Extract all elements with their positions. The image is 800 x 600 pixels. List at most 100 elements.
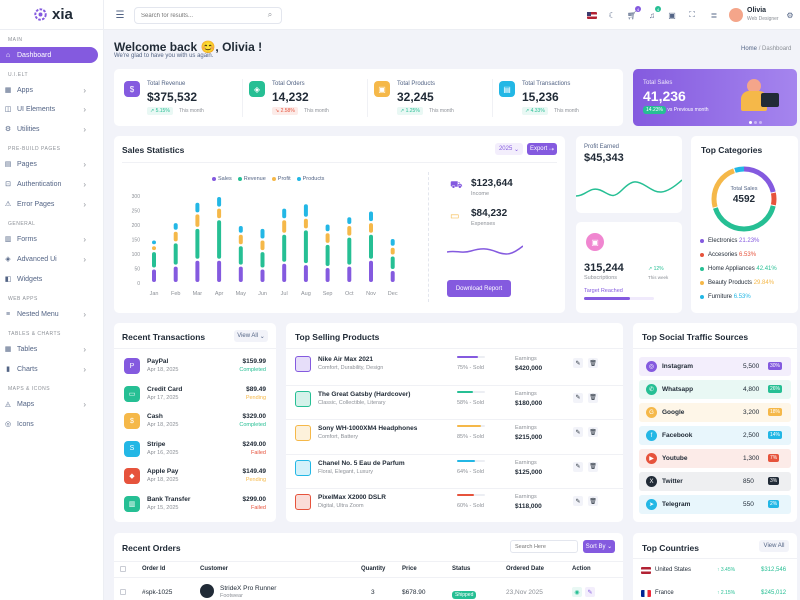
section-webapps: WEB APPS bbox=[8, 296, 38, 302]
stat-period: This month bbox=[304, 108, 329, 114]
bar-revenue bbox=[217, 220, 222, 259]
moon-icon[interactable]: ☾ bbox=[608, 10, 616, 20]
breadcrumb-current: Dashboard bbox=[762, 46, 792, 52]
logo[interactable]: xia bbox=[0, 0, 103, 30]
sidebar-item-apps[interactable]: ▦ Apps › bbox=[4, 85, 86, 95]
delete-icon[interactable]: 🗑︎ bbox=[588, 496, 598, 506]
page-title: Welcome back 😊, Olivia ! bbox=[114, 40, 263, 54]
sidebar-item-authentication[interactable]: ⊡ Authentication › bbox=[5, 179, 86, 189]
order-status: Shipped bbox=[452, 591, 477, 599]
row-checkbox[interactable] bbox=[120, 589, 126, 595]
delete-icon[interactable]: 🗑︎ bbox=[588, 427, 598, 437]
chevron-right-icon: › bbox=[83, 159, 86, 169]
search-icon[interactable]: ⌕ bbox=[267, 10, 273, 19]
bar-products bbox=[195, 202, 200, 213]
edit-icon[interactable]: ✎ bbox=[573, 496, 583, 506]
sidebar-item-widgets[interactable]: ◧ Widgets bbox=[4, 275, 43, 284]
chevron-right-icon: › bbox=[83, 199, 86, 209]
menu-toggle-icon[interactable]: ☰ bbox=[115, 9, 125, 21]
sidebar-item-icons[interactable]: ◎ Icons bbox=[4, 420, 34, 429]
edit-icon[interactable]: ✎ bbox=[585, 587, 595, 597]
earnings-value: $118,000 bbox=[515, 503, 542, 510]
search-input[interactable] bbox=[134, 7, 282, 24]
product-thumbnail bbox=[295, 459, 311, 476]
sold-progress bbox=[457, 390, 485, 393]
social-name: Instagram bbox=[662, 363, 694, 370]
us-flag-icon bbox=[641, 567, 651, 574]
breadcrumb-home[interactable]: Home bbox=[741, 46, 758, 52]
sidebar-item-maps[interactable]: ◬ Maps › bbox=[5, 399, 86, 409]
edit-icon[interactable]: ✎ bbox=[573, 358, 583, 368]
social-row bbox=[639, 449, 791, 468]
sidebar-item-utilities[interactable]: ⚙ Utilities › bbox=[4, 124, 86, 134]
app-name: xia bbox=[52, 6, 73, 23]
delete-icon[interactable]: 🗑︎ bbox=[588, 392, 598, 403]
chevron-right-icon: › bbox=[83, 85, 86, 95]
sidebar-item-tables[interactable]: ▦ Tables › bbox=[4, 344, 86, 354]
bell-icon[interactable]: ♫ 4 bbox=[649, 6, 661, 20]
select-all-checkbox[interactable] bbox=[120, 566, 126, 572]
sidebar-item-ui-elements[interactable]: ◫ UI Elements › bbox=[4, 104, 86, 114]
download-report-button[interactable]: Download Report bbox=[447, 280, 511, 297]
export-button[interactable]: Export ⇢ bbox=[527, 143, 557, 155]
sort-by-button[interactable]: Sort By ⌄ bbox=[583, 540, 615, 553]
settings-icon[interactable]: ⚙ bbox=[786, 10, 794, 20]
recent-orders-card: Recent Orders Sort By ⌄ Order Id Customer… bbox=[114, 533, 623, 600]
user-name: Olivia bbox=[747, 7, 767, 14]
x-tick-label: Jan bbox=[150, 291, 159, 297]
bar-sales bbox=[282, 263, 287, 282]
fullscreen-icon[interactable]: ⛶ bbox=[689, 10, 695, 19]
bar-products bbox=[217, 197, 222, 207]
edit-icon[interactable]: ✎ bbox=[573, 392, 583, 403]
legend-label: Profit bbox=[277, 176, 291, 182]
categories-donut bbox=[711, 166, 777, 232]
view-icon[interactable]: ◉ bbox=[572, 587, 582, 597]
chevron-right-icon: › bbox=[83, 364, 86, 374]
chart-legend: Sales Revenue Profit Products bbox=[212, 176, 324, 182]
delete-icon[interactable]: 🗑︎ bbox=[588, 461, 598, 472]
bar-profit bbox=[152, 246, 156, 251]
apps-icon[interactable]: ▣ bbox=[668, 10, 676, 20]
sold-pct: 85% - Sold bbox=[457, 434, 484, 440]
social-value: 1,300 bbox=[743, 455, 760, 462]
edit-icon[interactable]: ✎ bbox=[573, 427, 583, 437]
bar-sales bbox=[173, 266, 178, 282]
instagram-icon: ◎ bbox=[646, 361, 657, 372]
us-flag-icon[interactable] bbox=[586, 9, 598, 21]
youtube-icon: ▶ bbox=[646, 453, 657, 464]
edit-icon[interactable]: ✎ bbox=[573, 461, 583, 472]
stat-value: 14,232 bbox=[272, 90, 309, 104]
transaction-date: Apr 18, 2025 bbox=[147, 422, 179, 428]
avatar[interactable] bbox=[729, 8, 743, 22]
category-pct: 29.84% bbox=[753, 280, 775, 286]
bar-sales bbox=[303, 265, 308, 282]
sidebar-item-pages[interactable]: ▤ Pages › bbox=[4, 159, 86, 169]
sidebar-item-nested-menu[interactable]: ≡ Nested Menu › bbox=[5, 309, 86, 319]
transactions-view-all-button[interactable]: View All ⌄ bbox=[234, 330, 268, 342]
carousel-dots[interactable] bbox=[749, 121, 762, 124]
x-tick-label: Feb bbox=[171, 291, 180, 297]
social-value: 5,500 bbox=[743, 363, 760, 370]
countries-view-all-button[interactable]: View All bbox=[759, 540, 789, 552]
sidebar-item-dashboard[interactable]: ⌂ Dashboard bbox=[0, 47, 98, 63]
stat-divider bbox=[367, 79, 368, 117]
section-main: MAIN bbox=[8, 37, 23, 43]
sidebar-item-error-pages[interactable]: ⚠ Error Pages › bbox=[4, 199, 86, 209]
orders-search-input[interactable] bbox=[510, 540, 578, 553]
menu-icon[interactable]: ≣ bbox=[710, 10, 718, 20]
subscriptions-card: ▣ 315,244 Subscriptions ↗ 12% This week … bbox=[576, 222, 682, 313]
bar-profit bbox=[195, 214, 200, 227]
delete-icon[interactable]: 🗑︎ bbox=[588, 358, 598, 368]
country-name: United States bbox=[655, 567, 692, 573]
social-name: Youtube bbox=[662, 455, 688, 462]
social-value: 2,500 bbox=[743, 432, 760, 439]
sidebar-item-forms[interactable]: ▥ Forms › bbox=[4, 234, 86, 244]
stat-period: This month bbox=[554, 108, 579, 114]
icons-icon: ◎ bbox=[4, 421, 12, 428]
bar-sales bbox=[195, 260, 200, 282]
year-select[interactable]: 2025 ⌄ bbox=[495, 143, 523, 155]
sidebar-item-charts[interactable]: ▮ Charts › bbox=[0, 361, 100, 377]
sidebar-item-advanced-ui[interactable]: ◈ Advanced Ui › bbox=[5, 254, 86, 264]
cart-icon[interactable]: 🛒︎ 4 bbox=[626, 6, 641, 20]
subs-period: This week bbox=[648, 275, 669, 280]
